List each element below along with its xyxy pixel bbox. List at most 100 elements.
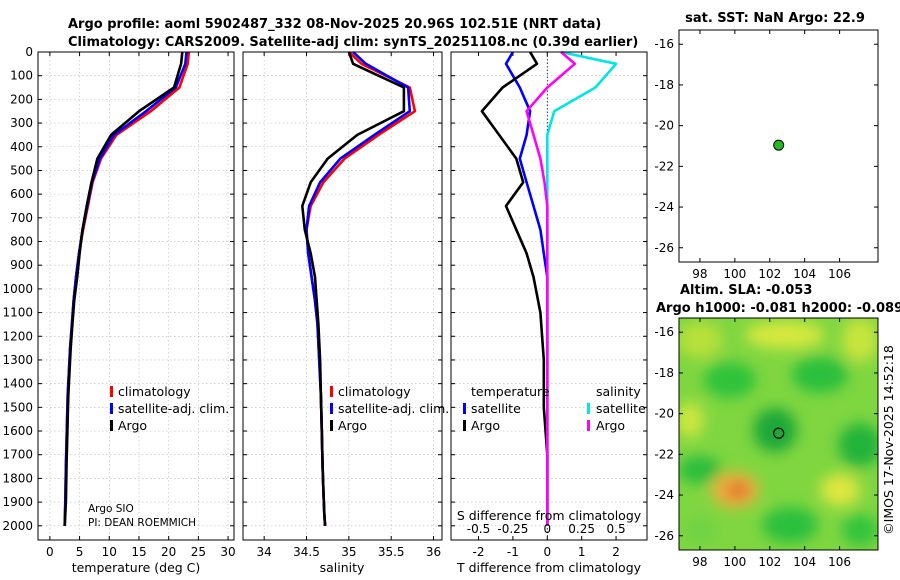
difference-xticks: -2 -1 0 1 2 — [473, 545, 620, 559]
depth-tick-label: 500 — [10, 163, 33, 177]
legend-label-s-satellite: satellite — [596, 401, 646, 416]
sla-map-title-line2: Argo h1000: -0.081 h2000: -0.089 — [656, 301, 900, 316]
sla-map-ticks: 98 100 102 104 106 -16 -18 -20 -22 -24 -26 — [654, 318, 878, 569]
lon-tick-label: 106 — [828, 555, 851, 569]
s-tick-label: -0.5 — [467, 522, 490, 536]
legend-label-argo: Argo — [118, 418, 147, 433]
depth-tick-label: 0 — [25, 45, 33, 59]
depth-tick-label: 1800 — [2, 471, 33, 485]
legend-swatch-satellite — [330, 403, 333, 414]
depth-tick-label: 200 — [10, 92, 33, 106]
x-tick-label: -1 — [507, 545, 519, 559]
lat-tick-label: -22 — [654, 159, 674, 173]
depth-tick-label: 400 — [10, 140, 33, 154]
depth-tick-label: 100 — [10, 69, 33, 83]
s-tick-label: 0.5 — [607, 522, 626, 536]
legend-swatch-t-argo — [463, 420, 466, 431]
salinity-grid — [243, 51, 442, 540]
salinity-panel: 34 34.5 35 35.5 36 salinity climatology sate… — [242, 51, 449, 575]
salinity-legend: climatology satellite-adj. clim. Argo — [330, 384, 449, 433]
legend-title-temperature: temperature — [471, 384, 550, 399]
lat-tick-label: -16 — [654, 37, 674, 51]
depth-tick-label: 2000 — [2, 519, 33, 533]
depth-tick-label: 1300 — [2, 353, 33, 367]
lat-tick-label: -26 — [654, 241, 674, 255]
difference-panel: -2 -1 0 1 2 T difference from climatology S … — [450, 50, 648, 575]
lat-tick-label: -16 — [654, 325, 674, 339]
lat-tick-label: -18 — [654, 366, 674, 380]
legend-label-s-argo: Argo — [596, 418, 625, 433]
lon-tick-label: 100 — [723, 555, 746, 569]
difference-top-ticks: -0.5 -0.25 0 0.25 0.5 — [467, 522, 626, 536]
lon-tick-label: 100 — [723, 267, 746, 281]
lon-tick-label: 98 — [692, 267, 707, 281]
x-tick-label: 36 — [426, 545, 441, 559]
x-tick-label: 30 — [220, 545, 235, 559]
legend-label-t-argo: Argo — [471, 418, 500, 433]
sst-map-panel: sat. SST: NaN Argo: 22.9 98 100 102 104 106 -… — [654, 11, 879, 281]
s-tick-label: 0 — [543, 522, 551, 536]
x-tick-label: 34 — [257, 545, 272, 559]
legend-swatch-climatology — [110, 386, 113, 397]
float-position-marker — [773, 139, 785, 151]
salinity-lines — [300, 51, 417, 526]
credit-pi: PI: DEAN ROEMMICH — [88, 517, 196, 529]
difference-legend: temperature salinity satellite Argo sate… — [463, 384, 646, 433]
lon-tick-label: 102 — [758, 267, 781, 281]
difference-frame — [450, 51, 648, 541]
lon-tick-label: 106 — [828, 267, 851, 281]
legend-swatch-s-argo — [587, 420, 590, 431]
lat-tick-label: -24 — [654, 200, 674, 214]
legend-swatch-satellite — [110, 403, 113, 414]
x-tick-label: 0 — [46, 545, 54, 559]
depth-axis: 0 100 200 300 400 500 600 700 800 900 1000 1100 1200… — [2, 45, 33, 533]
lat-tick-label: -20 — [654, 119, 674, 133]
lat-tick-label: -24 — [654, 488, 674, 502]
depth-tick-label: 1000 — [2, 282, 33, 296]
salinity-frame — [242, 51, 443, 541]
sla-map-title-line1: Altim. SLA: -0.053 — [680, 283, 812, 298]
sst-map-ticks: 98 100 102 104 106 -16 -18 -20 -22 -24 -26 — [654, 30, 878, 281]
x-tick-label: 20 — [161, 545, 176, 559]
lon-tick-label: 104 — [793, 267, 816, 281]
difference-xlabel: T difference from climatology — [456, 560, 642, 575]
figure-title-line1: Argo profile: aoml 5902487_332 08-Nov-20… — [68, 17, 601, 32]
s-tick-label: 0.25 — [568, 522, 595, 536]
depth-tick-label: 300 — [10, 116, 33, 130]
temperature-xlabel: temperature (deg C) — [72, 560, 201, 575]
x-tick-label: 0 — [543, 545, 551, 559]
depth-tick-label: 700 — [10, 211, 33, 225]
s-tick-label: -0.25 — [497, 522, 528, 536]
x-tick-label: 35.5 — [378, 545, 405, 559]
lat-tick-label: -22 — [654, 447, 674, 461]
lon-tick-label: 102 — [758, 555, 781, 569]
depth-tick-label: 1900 — [2, 495, 33, 509]
depth-tick-label: 1200 — [2, 329, 33, 343]
depth-tick-label: 1500 — [2, 400, 33, 414]
legend-label-climatology: climatology — [118, 384, 191, 399]
x-tick-label: 35 — [341, 545, 356, 559]
x-tick-label: 5 — [76, 545, 84, 559]
legend-title-salinity: salinity — [596, 384, 641, 399]
x-tick-label: 25 — [191, 545, 206, 559]
x-tick-label: 2 — [612, 545, 620, 559]
series-line-s-satellite — [545, 50, 618, 526]
credit-institution: Argo SIO — [88, 503, 134, 515]
lat-tick-label: -26 — [654, 529, 674, 543]
salinity-xticks: 34 34.5 35 35.5 36 — [257, 545, 442, 559]
x-tick-label: 15 — [131, 545, 146, 559]
sla-map-frame — [678, 317, 879, 551]
legend-swatch-climatology — [330, 386, 333, 397]
x-tick-label: 10 — [102, 545, 117, 559]
lat-tick-label: -20 — [654, 407, 674, 421]
legend-swatch-s-satellite — [587, 403, 590, 414]
temperature-legend: climatology satellite-adj. clim. Argo — [110, 384, 229, 433]
x-tick-label: 34.5 — [293, 545, 320, 559]
difference-lines — [480, 50, 618, 526]
temperature-panel: 0 5 10 15 20 25 30 temperature (deg C) climato… — [37, 51, 236, 575]
salinity-xlabel: salinity — [320, 560, 365, 575]
depth-tick-label: 900 — [10, 258, 33, 272]
legend-swatch-argo — [330, 420, 333, 431]
temperature-lines — [63, 51, 191, 526]
series-line-argo — [63, 51, 184, 526]
